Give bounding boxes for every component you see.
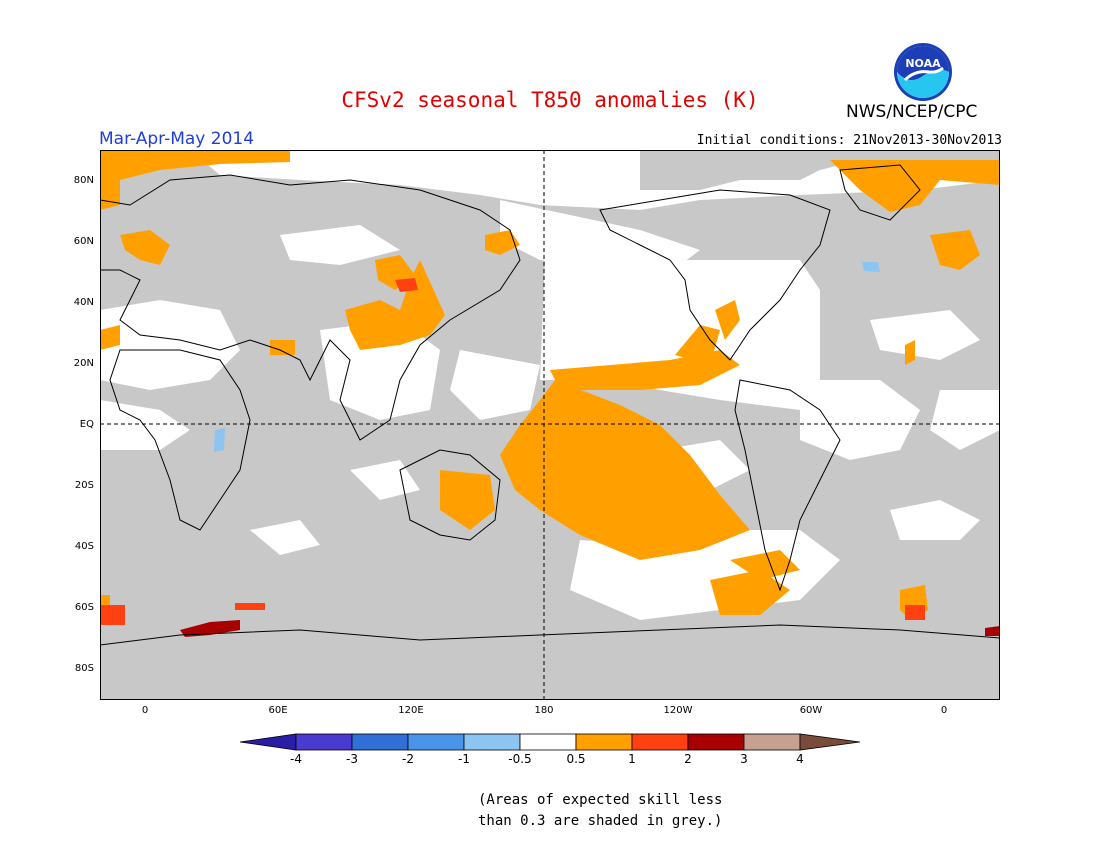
colorbar-label: -1 [458, 752, 470, 766]
lat-label: 40S [74, 541, 94, 552]
initial-conditions-label: Initial conditions: 21Nov2013-30Nov2013 [696, 133, 1002, 148]
lon-label: 180 [534, 705, 554, 716]
colorbar-swatch [519, 733, 577, 751]
colorbar-label: 4 [796, 752, 804, 766]
anomaly-red-regions [100, 278, 925, 625]
lat-label: 60N [73, 236, 94, 247]
colorbar-label: 3 [740, 752, 748, 766]
south-america-outline [734, 379, 841, 592]
lon-label: 60E [268, 705, 288, 716]
lat-label: 20N [73, 358, 94, 369]
lon-label: 60W [799, 705, 823, 716]
anomaly-map [100, 150, 1000, 700]
lat-label: EQ [79, 419, 94, 430]
lat-label: 80S [74, 663, 94, 674]
map-frame [100, 150, 1000, 700]
colorbar-swatch [575, 733, 633, 751]
anomaly-darkred-regions [180, 620, 1000, 637]
colorbar-label: 1 [628, 752, 636, 766]
colorbar-label: 2 [684, 752, 692, 766]
colorbar-label: 0.5 [566, 752, 586, 766]
greenland-outline [839, 164, 921, 221]
lon-label: 120W [663, 705, 693, 716]
skill-note-line1: (Areas of expected skill less [478, 792, 723, 808]
colorbar-label: -3 [346, 752, 358, 766]
period-label: Mar-Apr-May 2014 [99, 129, 255, 149]
lon-label: 120E [398, 705, 424, 716]
skill-note-line2: than 0.3 are shaded in grey.) [478, 813, 723, 829]
north-america-outline [599, 189, 831, 361]
colorbar-label: -4 [290, 752, 302, 766]
anomaly-blue-regions [214, 262, 880, 452]
chart-title: CFSv2 seasonal T850 anomalies (K) [341, 88, 759, 112]
colorbar-swatch [295, 733, 353, 751]
lat-label: 60S [74, 602, 94, 613]
colorbar-arrow-low [240, 733, 297, 751]
eurasia-outline [100, 174, 521, 441]
africa-outline [109, 349, 251, 531]
colorbar-swatch [351, 733, 409, 751]
colorbar [240, 733, 861, 751]
colorbar-swatch [687, 733, 745, 751]
org-label: NWS/NCEP/CPC [846, 102, 978, 122]
colorbar-arrow-high [799, 733, 861, 751]
lat-label: 20S [74, 480, 94, 491]
antarctica-outline [100, 624, 1000, 646]
lat-label: 40N [73, 297, 94, 308]
colorbar-swatch [463, 733, 521, 751]
colorbar-swatch [631, 733, 689, 751]
skill-note: (Areas of expected skill less than 0.3 a… [478, 790, 722, 832]
colorbar-swatch [407, 733, 465, 751]
colorbar-label: -2 [402, 752, 414, 766]
coastlines [100, 164, 1000, 646]
lon-label: 0 [141, 705, 149, 716]
australia-outline [399, 449, 501, 541]
lat-label: 80N [73, 175, 94, 186]
colorbar-swatch [743, 733, 801, 751]
colorbar-label: -0.5 [508, 752, 532, 766]
lon-label: 0 [940, 705, 948, 716]
noaa-logo: NOAA [894, 43, 952, 101]
logo-text: NOAA [905, 57, 941, 70]
anomaly-orange-regions [100, 150, 1000, 620]
